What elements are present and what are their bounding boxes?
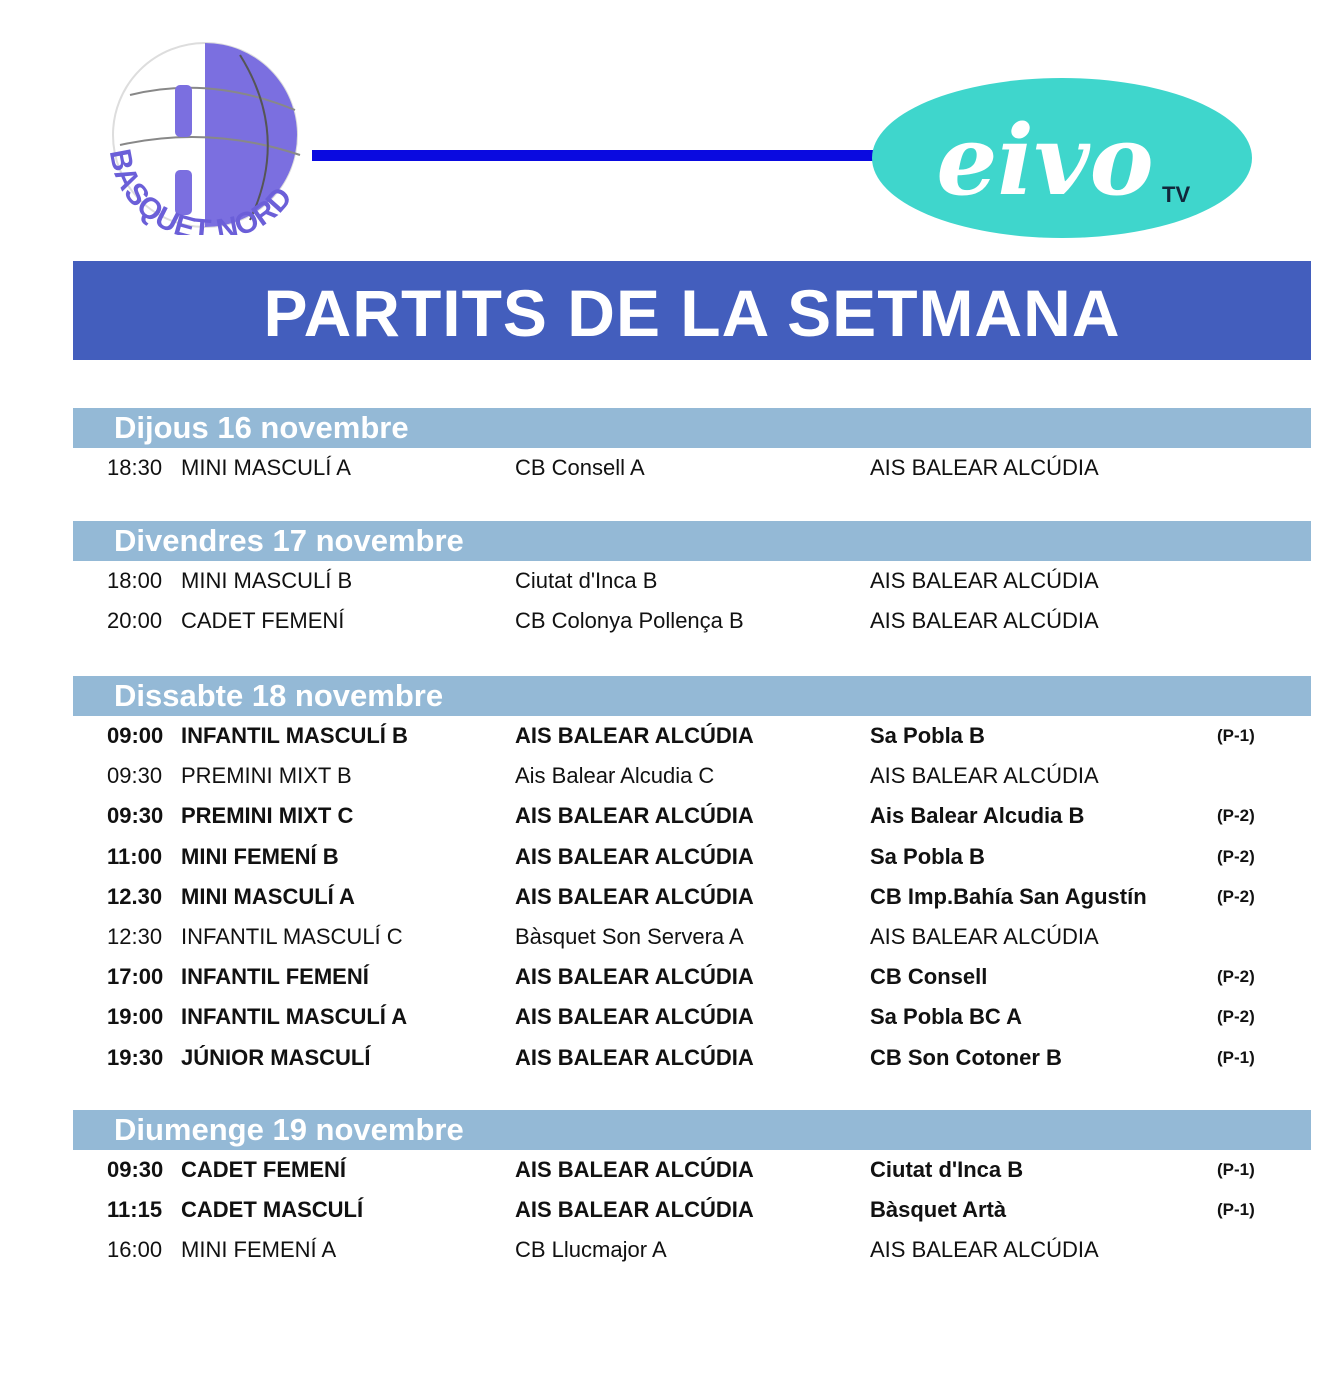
home-team: AIS BALEAR ALCÚDIA	[515, 803, 754, 829]
page-title: PARTITS DE LA SETMANA	[73, 261, 1311, 360]
match-category: MINI MASCULÍ A	[181, 883, 355, 909]
eivo-tv-logo: eivo TV	[870, 76, 1255, 241]
court-label: (P-1)	[1217, 1047, 1255, 1067]
away-team: CB Consell	[870, 964, 988, 990]
home-team: AIS BALEAR ALCÚDIA	[515, 723, 754, 748]
home-team: AIS BALEAR ALCÚDIA	[515, 883, 754, 909]
away-team: AIS BALEAR ALCÚDIA	[870, 455, 1099, 480]
match-row: 17:00 INFANTIL FEMENÍ AIS BALEAR ALCÚDIA…	[73, 957, 1311, 997]
match-time: 18:30	[107, 455, 163, 480]
day-section: Dissabte 18 novembre 09:00 INFANTIL MASC…	[73, 676, 1311, 1078]
match-time: 11:00	[107, 843, 163, 869]
match-time: 18:00	[107, 568, 163, 593]
match-time: 17:00	[107, 964, 164, 990]
day-section: Dijous 16 novembre 18:30 MINI MASCULÍ A …	[73, 408, 1311, 488]
match-row: 16:00 MINI FEMENÍ A CB Llucmajor A AIS B…	[73, 1230, 1311, 1270]
match-row: 12:30 INFANTIL MASCULÍ C Bàsquet Son Ser…	[73, 917, 1311, 957]
home-team: AIS BALEAR ALCÚDIA	[515, 1044, 754, 1070]
day-section: Divendres 17 novembre 18:00 MINI MASCULÍ…	[73, 521, 1311, 641]
match-row: 19:30 JÚNIOR MASCULÍ AIS BALEAR ALCÚDIA …	[73, 1038, 1311, 1078]
basquet-nord-logo: BASQUET NORD	[100, 35, 320, 247]
match-category: CADET FEMENÍ	[181, 608, 345, 634]
match-category: INFANTIL MASCULÍ C	[181, 923, 403, 949]
match-category: INFANTIL MASCULÍ A	[181, 1004, 408, 1030]
match-category: CADET MASCULÍ	[181, 1197, 364, 1223]
svg-text:TV: TV	[1162, 182, 1190, 207]
day-section: Diumenge 19 novembre 09:30 CADET FEMENÍ …	[73, 1110, 1311, 1271]
match-time: 11:15	[107, 1197, 163, 1223]
day-header: Dissabte 18 novembre	[73, 676, 1311, 716]
court-label: (P-2)	[1217, 886, 1255, 906]
match-row: 19:00 INFANTIL MASCULÍ A AIS BALEAR ALCÚ…	[73, 997, 1311, 1037]
home-team: CB Consell A	[515, 455, 645, 480]
match-time: 09:30	[107, 803, 164, 829]
day-header: Divendres 17 novembre	[73, 521, 1311, 561]
away-team: Ais Balear Alcudia B	[870, 803, 1085, 829]
away-team: AIS BALEAR ALCÚDIA	[870, 568, 1099, 593]
match-row: 18:00 MINI MASCULÍ B Ciutat d'Inca B AIS…	[73, 561, 1311, 601]
match-time: 20:00	[107, 608, 163, 634]
match-time: 12.30	[107, 883, 163, 909]
match-category: PREMINI MIXT C	[181, 803, 354, 829]
match-time: 09:00	[107, 723, 164, 748]
court-label: (P-2)	[1217, 967, 1255, 987]
away-team: AIS BALEAR ALCÚDIA	[870, 608, 1099, 634]
court-label: (P-2)	[1217, 1007, 1255, 1027]
away-team: CB Imp.Bahía San Agustín	[870, 883, 1147, 909]
away-team: Sa Pobla BC A	[870, 1004, 1022, 1030]
match-time: 19:00	[107, 1004, 164, 1030]
match-category: PREMINI MIXT B	[181, 763, 352, 789]
away-team: Ciutat d'Inca B	[870, 1157, 1024, 1182]
away-team: Sa Pobla B	[870, 723, 985, 748]
match-category: INFANTIL FEMENÍ	[181, 964, 369, 990]
home-team: Ciutat d'Inca B	[515, 568, 658, 593]
match-category: MINI FEMENÍ B	[181, 843, 339, 869]
day-header: Dijous 16 novembre	[73, 408, 1311, 448]
home-team: CB Llucmajor A	[515, 1237, 667, 1263]
match-category: MINI MASCULÍ A	[181, 455, 351, 480]
match-category: CADET FEMENÍ	[181, 1157, 346, 1182]
match-row: 09:30 PREMINI MIXT B Ais Balear Alcudia …	[73, 756, 1311, 796]
court-label: (P-2)	[1217, 846, 1255, 866]
match-row: 09:30 CADET FEMENÍ AIS BALEAR ALCÚDIA Ci…	[73, 1150, 1311, 1190]
match-row: 09:00 INFANTIL MASCULÍ B AIS BALEAR ALCÚ…	[73, 716, 1311, 756]
court-label: (P-1)	[1217, 1200, 1255, 1220]
home-team: AIS BALEAR ALCÚDIA	[515, 1004, 754, 1030]
home-team: CB Colonya Pollença B	[515, 608, 744, 634]
match-row: 12.30 MINI MASCULÍ A AIS BALEAR ALCÚDIA …	[73, 877, 1311, 917]
match-time: 09:30	[107, 1157, 164, 1182]
match-time: 09:30	[107, 763, 163, 789]
court-label: (P-2)	[1217, 806, 1255, 826]
match-row: 09:30 PREMINI MIXT C AIS BALEAR ALCÚDIA …	[73, 796, 1311, 836]
match-row: 11:00 MINI FEMENÍ B AIS BALEAR ALCÚDIA S…	[73, 837, 1311, 877]
court-label: (P-1)	[1217, 726, 1255, 745]
match-time: 12:30	[107, 923, 163, 949]
away-team: Bàsquet Artà	[870, 1197, 1007, 1223]
match-category: MINI FEMENÍ A	[181, 1237, 337, 1263]
match-row: 20:00 CADET FEMENÍ CB Colonya Pollença B…	[73, 601, 1311, 641]
home-team: AIS BALEAR ALCÚDIA	[515, 1157, 754, 1182]
match-row: 11:15 CADET MASCULÍ AIS BALEAR ALCÚDIA B…	[73, 1190, 1311, 1230]
home-team: AIS BALEAR ALCÚDIA	[515, 1197, 754, 1223]
logo-connector-line	[312, 150, 877, 161]
away-team: CB Son Cotoner B	[870, 1044, 1062, 1070]
home-team: Ais Balear Alcudia C	[515, 763, 715, 789]
away-team: AIS BALEAR ALCÚDIA	[870, 923, 1099, 949]
day-header: Diumenge 19 novembre	[73, 1110, 1311, 1150]
court-label: (P-1)	[1217, 1160, 1255, 1179]
away-team: AIS BALEAR ALCÚDIA	[870, 1237, 1099, 1263]
match-time: 16:00	[107, 1237, 163, 1263]
svg-text:eivo: eivo	[936, 104, 1153, 217]
home-team: AIS BALEAR ALCÚDIA	[515, 964, 754, 990]
match-time: 19:30	[107, 1044, 164, 1070]
match-row: 18:30 MINI MASCULÍ A CB Consell A AIS BA…	[73, 448, 1311, 488]
match-category: JÚNIOR MASCULÍ	[181, 1044, 371, 1070]
match-category: INFANTIL MASCULÍ B	[181, 723, 408, 748]
match-category: MINI MASCULÍ B	[181, 568, 353, 593]
away-team: Sa Pobla B	[870, 843, 985, 869]
home-team: AIS BALEAR ALCÚDIA	[515, 843, 754, 869]
away-team: AIS BALEAR ALCÚDIA	[870, 763, 1099, 789]
home-team: Bàsquet Son Servera A	[515, 923, 744, 949]
